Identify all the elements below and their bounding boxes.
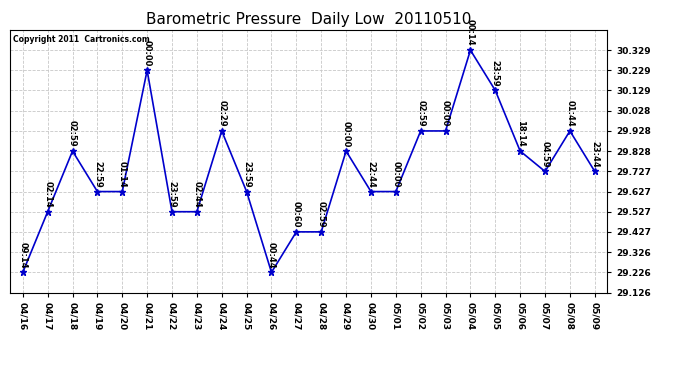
Text: 01:44: 01:44 [565,100,574,127]
Text: 02:14: 02:14 [43,181,52,207]
Title: Barometric Pressure  Daily Low  20110510: Barometric Pressure Daily Low 20110510 [146,12,471,27]
Text: 02:59: 02:59 [317,201,326,228]
Text: 23:44: 23:44 [590,141,600,167]
Text: Copyright 2011  Cartronics.com: Copyright 2011 Cartronics.com [13,35,150,44]
Text: 04:59: 04:59 [540,141,549,167]
Text: 02:44: 02:44 [193,181,201,207]
Text: 00:00: 00:00 [342,120,351,147]
Text: 02:29: 02:29 [217,100,226,127]
Text: 23:59: 23:59 [242,161,251,188]
Text: 00:00: 00:00 [441,100,450,127]
Text: 00:60: 00:60 [292,201,301,228]
Text: 01:14: 01:14 [118,160,127,188]
Text: 22:59: 22:59 [93,160,102,188]
Text: 23:59: 23:59 [491,60,500,86]
Text: 00:44: 00:44 [267,242,276,268]
Text: 00:14: 00:14 [466,20,475,46]
Text: 09:14: 09:14 [18,242,28,268]
Text: 18:14: 18:14 [515,120,524,147]
Text: 02:59: 02:59 [68,120,77,147]
Text: 00:00: 00:00 [391,161,400,188]
Text: 23:59: 23:59 [168,181,177,207]
Text: 00:00: 00:00 [143,40,152,66]
Text: 02:59: 02:59 [416,100,425,127]
Text: 22:44: 22:44 [366,160,375,188]
